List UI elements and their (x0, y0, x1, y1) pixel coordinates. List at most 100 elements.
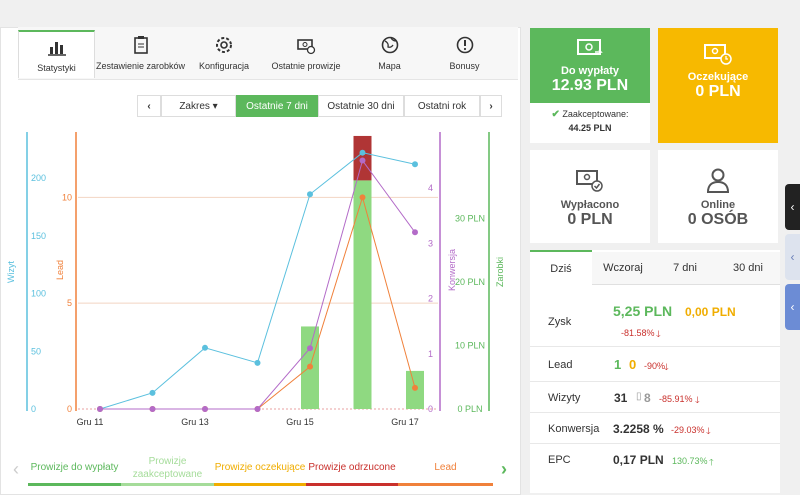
legend-label: Prowizje zaakceptowane (132, 455, 203, 480)
legend-next-button[interactable]: › (501, 459, 507, 479)
tab-konfiguracja[interactable]: Konfiguracja (188, 30, 260, 76)
axis-tick-konwersja: 3 (428, 238, 433, 248)
bar-chart-icon (47, 42, 66, 56)
legend-item[interactable]: Prowizje oczekujące (214, 452, 306, 486)
tab-zestawienie-zarobków[interactable]: Zestawienie zarobków (93, 30, 188, 76)
legend-item[interactable]: Lead (398, 452, 493, 486)
paid-label: Wypłacono (560, 199, 620, 211)
stat-label-zysk: Zysk (548, 316, 572, 328)
data-point-lead (307, 363, 313, 370)
tab-bonusy[interactable]: Bonusy (427, 30, 502, 76)
legend-item[interactable]: Prowizje odrzucone (306, 452, 398, 486)
data-point-wizyt (149, 389, 156, 396)
arrow-down-icon: 🡓 (664, 362, 669, 372)
range-dropdown[interactable]: Zakres ▾ (161, 95, 236, 117)
hourglass-money-icon (704, 44, 732, 65)
paid-card[interactable]: Wypłacono 0 PLN (530, 150, 650, 243)
axis-tick-lead: 5 (67, 298, 72, 308)
range-next-button[interactable]: › (480, 95, 502, 117)
axis-tick-wizyt: 0 (31, 404, 36, 414)
legend-prev-button[interactable]: ‹ (13, 459, 19, 479)
side-panel-toggle-light[interactable]: ‹ (785, 234, 800, 280)
data-point-konwersja (149, 406, 156, 412)
data-point-wizyt (202, 344, 208, 351)
stat-label-lead: Lead (548, 359, 573, 371)
range-option-7-days[interactable]: Ostatnie 7 dni (236, 95, 318, 117)
axis-label-wizyt: Wizyt (6, 261, 16, 283)
online-label: Online (700, 199, 736, 211)
period-tab-30-days[interactable]: 30 dni (716, 252, 780, 285)
tab-label: Mapa (378, 61, 401, 71)
data-point-wizyt (307, 191, 313, 198)
stat-value-epc: 0,17 PLN (613, 453, 664, 467)
axis-tick-lead: 10 (62, 192, 72, 202)
axis-tick-zarobki: 20 PLN (455, 277, 485, 287)
tabbar (18, 27, 518, 80)
payout-label: Do wypłaty (560, 65, 620, 77)
axis-tick-wizyt: 100 (31, 289, 46, 299)
arrow-down-icon: 🡓 (656, 329, 661, 339)
legend-item[interactable]: Prowizje do wypłaty (28, 452, 121, 486)
data-point-lead (412, 384, 418, 391)
stat-label-wizyty: Wizyty (548, 392, 581, 404)
tab-label: Ostatnie prowizje (271, 61, 341, 71)
stat-mobile-wizyty: 8 (644, 391, 651, 405)
axis-label-lead: Lead (55, 260, 65, 280)
range-option-year[interactable]: Ostatni rok (404, 95, 480, 117)
globe-icon (381, 36, 398, 54)
arrow-up-icon: 🡑 (709, 457, 714, 467)
data-point-konwersja (254, 406, 261, 412)
stat-label-epc: EPC (548, 454, 571, 466)
x-tick-label: Gru 11 (77, 417, 104, 427)
legend-label: Lead (434, 462, 457, 473)
data-point-konwersja (202, 406, 208, 412)
tab-statystyki[interactable]: Statystyki (18, 30, 95, 78)
gear-icon (216, 37, 232, 53)
period-tab-7-days[interactable]: 7 dni (654, 252, 716, 285)
period-tab-yesterday[interactable]: Wczoraj (592, 252, 654, 285)
data-point-konwersja (412, 229, 418, 236)
tab-label: Zestawienie zarobków (95, 61, 186, 71)
mobile-icon: ▯ (636, 391, 642, 402)
tab-label: Bonusy (449, 61, 480, 71)
range-prev-button[interactable]: ‹ (137, 95, 161, 117)
payout-accepted: ✔ Zaakceptowane: 44.25 PLN (530, 103, 650, 143)
side-panel-toggle-dark[interactable]: ‹ (785, 184, 800, 230)
x-tick-label: Gru 15 (286, 417, 314, 427)
stat-row-lead: Lead 1 0 -90% 🡓 (530, 347, 780, 382)
stat-label-konwersja: Konwersja (548, 423, 600, 435)
stat-row-epc: EPC 0,17 PLN 130.73% 🡑 (530, 444, 780, 474)
side-panel-toggle-blue[interactable]: ‹ (785, 284, 800, 330)
pending-label: Oczekujące (687, 71, 749, 83)
stat-pending-zysk: 0,00 PLN (685, 305, 736, 319)
data-point-wizyt (254, 359, 261, 366)
arrow-down-icon: 🡓 (695, 395, 700, 405)
stat-row-zysk: Zysk 5,25 PLN 0,00 PLN -81.58% 🡓 (530, 292, 780, 347)
data-point-konwersja (307, 345, 313, 352)
money-icon (297, 39, 316, 55)
stat-value-konwersja: 3.2258 % (613, 422, 664, 436)
payout-card[interactable]: Do wypłaty 12.93 PLN (530, 28, 650, 103)
axis-tick-konwersja: 4 (428, 183, 433, 193)
online-value: 0 OSÓB (687, 211, 749, 228)
tab-ostatnie-prowizje[interactable]: Ostatnie prowizje (260, 30, 352, 76)
period-tab-today[interactable]: Dziś (530, 250, 592, 284)
x-tick-label: Gru 17 (391, 417, 419, 427)
stat-change-zysk: -81.58% (621, 328, 655, 338)
online-card[interactable]: Online 0 OSÓB (658, 150, 778, 243)
axis-tick-lead: 0 (67, 404, 72, 414)
alert-icon (456, 36, 473, 54)
stat-row-konwersja: Konwersja 3.2258 % -29.03% 🡓 (530, 413, 780, 444)
range-option-30-days[interactable]: Ostatnie 30 dni (318, 95, 404, 117)
data-point-wizyt (412, 161, 418, 168)
stat-change-wizyty: -85.91% (659, 394, 693, 404)
stat-value-zysk: 5,25 PLN (613, 303, 673, 319)
stat-change-epc: 130.73% (672, 456, 708, 466)
legend-label: Prowizje do wypłaty (30, 462, 119, 473)
stat-pending-lead: 0 (629, 357, 637, 372)
axis-tick-zarobki: 0 PLN (457, 404, 482, 414)
tab-mapa[interactable]: Mapa (352, 30, 427, 76)
clipboard-icon (133, 36, 148, 54)
legend-item[interactable]: Prowizje zaakceptowane (121, 452, 214, 486)
pending-card[interactable]: Oczekujące 0 PLN (658, 28, 778, 143)
